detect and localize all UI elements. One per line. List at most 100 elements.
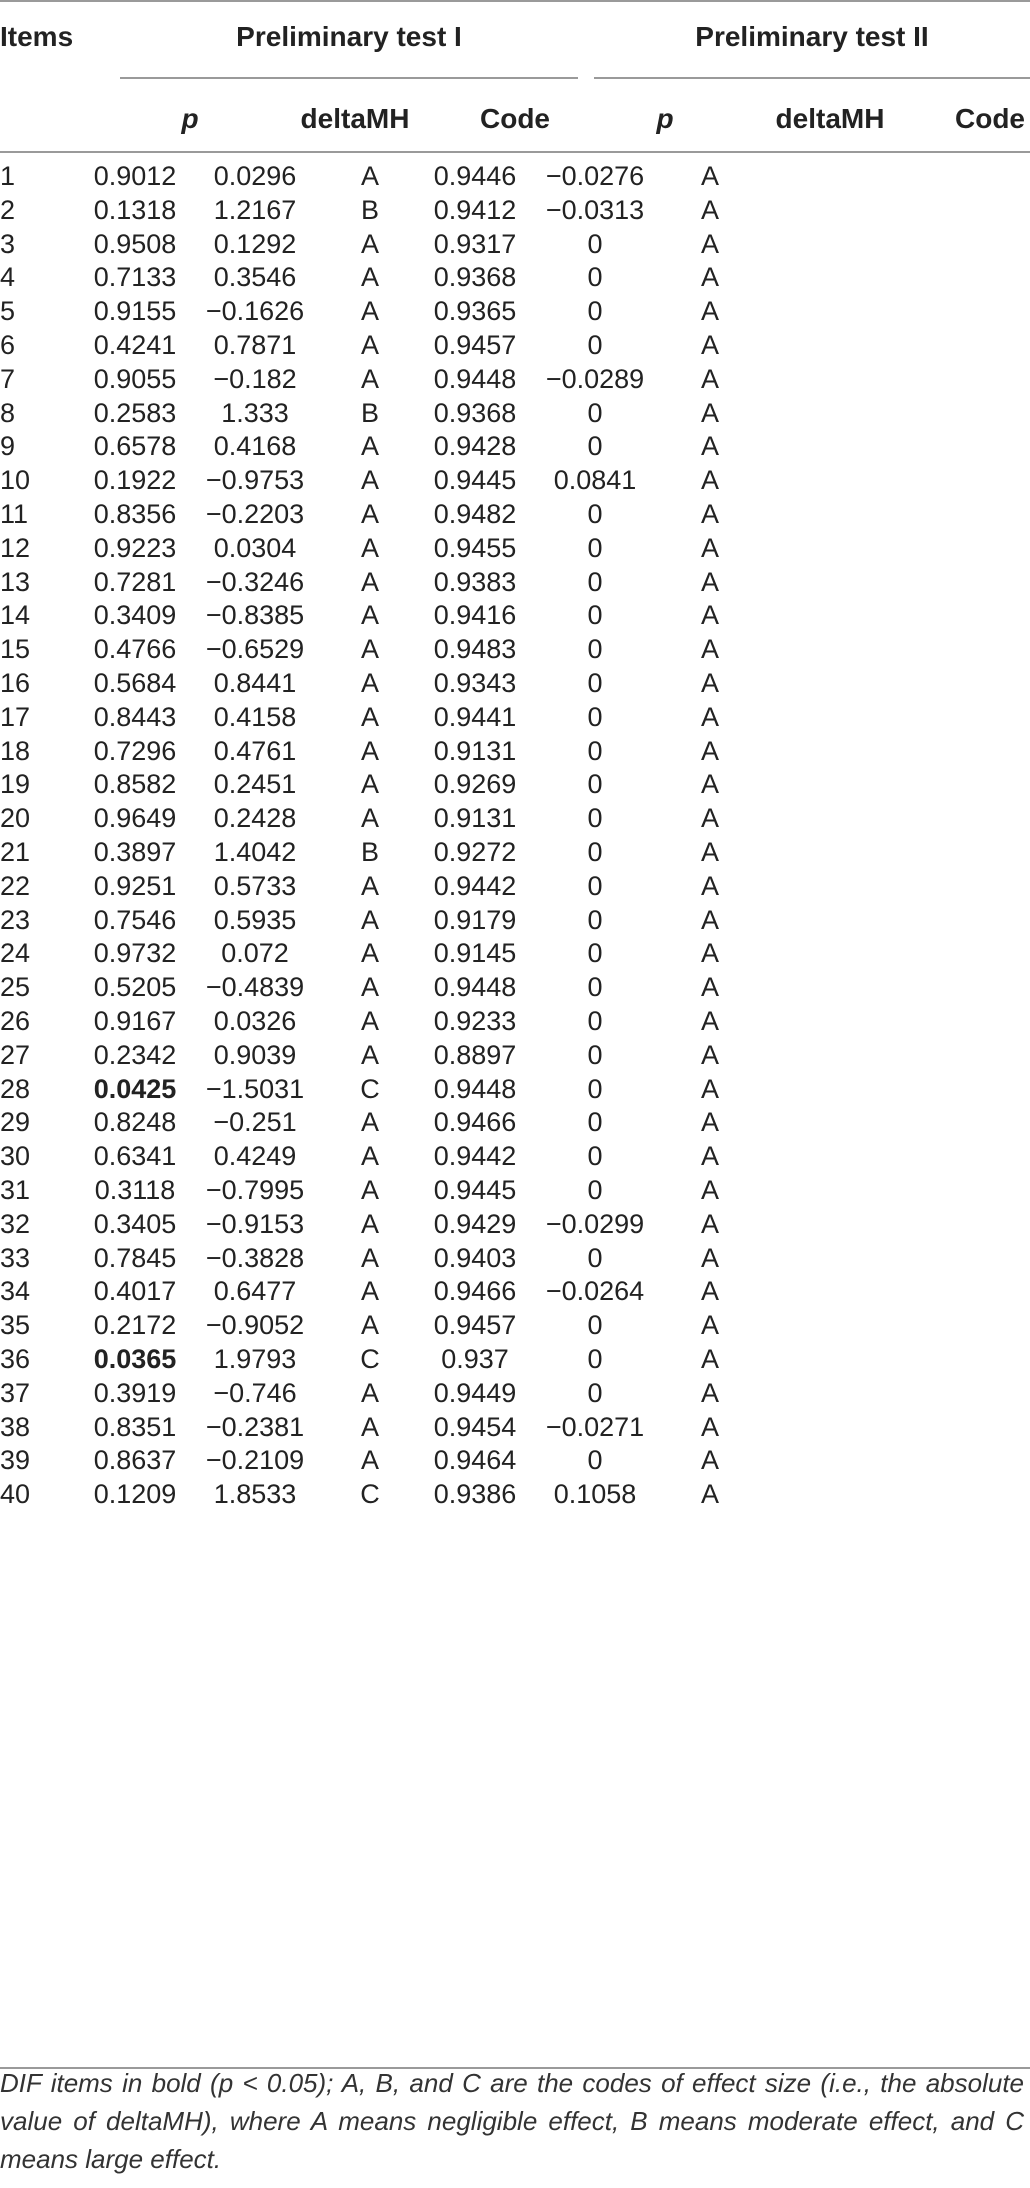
deltamh-cell-test1: −0.251	[213, 1107, 297, 1138]
p-cell-test1: 0.9167	[93, 1006, 177, 1036]
code-cell-test1: A	[360, 1276, 379, 1307]
code-cell-test2: A	[700, 1479, 719, 1510]
deltamh-cell-test1: −0.3828	[205, 1242, 305, 1273]
deltamh-cell-test2: 0	[587, 803, 603, 834]
p-cell-test1: 0.9732	[93, 938, 177, 969]
deltamh-cell-test1: −0.746	[213, 1377, 297, 1408]
code-cell-test2: A	[700, 1445, 719, 1476]
code-cell-test2: A	[700, 803, 719, 834]
code-cell-test2: A	[700, 1242, 719, 1273]
item-cell: 34	[0, 1276, 31, 1307]
code-cell-test1: A	[360, 1107, 379, 1138]
p-cell-test1: 0.9012	[93, 161, 177, 191]
deltamh-cell-test2: 0	[587, 296, 603, 327]
p-cell-test1: 0.2172	[93, 1310, 177, 1341]
header-rule	[0, 151, 1030, 153]
code-cell-test1: A	[360, 600, 379, 631]
item-cell: 9	[0, 431, 16, 462]
item-cell: 30	[0, 1141, 31, 1172]
item-cell: 4	[0, 262, 16, 293]
code-cell-test1: A	[360, 330, 379, 360]
code-cell-test1: A	[360, 1039, 379, 1070]
item-cell: 19	[0, 769, 31, 800]
p-cell-test1: 0.6341	[93, 1141, 177, 1172]
code-cell-test2: A	[700, 1411, 719, 1442]
p-cell-test1: 0.4241	[93, 330, 177, 360]
code-cell-test2: A	[700, 1039, 719, 1070]
p-cell-test1: 0.3118	[94, 1175, 176, 1205]
p-cell-test1: 0.4766	[93, 634, 177, 665]
item-cell: 1	[0, 161, 16, 191]
p-cell-test2: 0.9368	[433, 262, 517, 293]
deltamh-cell-test1: 1.333	[221, 397, 289, 428]
p-cell-test2: 0.9455	[433, 532, 517, 563]
deltamh-cell-test2: 0	[587, 1310, 603, 1341]
code-cell-test2: A	[700, 1276, 719, 1307]
code-cell-test1: A	[360, 161, 379, 191]
code-cell-test1: A	[360, 1377, 379, 1408]
code-header-1: Code	[480, 103, 550, 134]
code-cell-test1: B	[360, 397, 379, 428]
code-cell-test2: A	[700, 397, 719, 428]
group2-underline	[594, 77, 1030, 79]
p-cell-test2: 0.9464	[433, 1445, 517, 1476]
group2-header: Preliminary test II	[695, 21, 929, 52]
p-cell-test1: 0.8582	[93, 769, 177, 800]
p-cell-test2: 0.9269	[433, 769, 517, 800]
item-cell: 14	[0, 600, 31, 631]
p-cell-test1: 0.2583	[93, 397, 177, 428]
p-cell-test2: 0.9466	[433, 1276, 517, 1307]
item-cell: 22	[0, 870, 31, 901]
item-cell: 18	[0, 735, 31, 766]
p-cell-test1: 0.5684	[93, 668, 177, 698]
code-cell-test2: A	[700, 870, 719, 901]
code-cell-test1: A	[360, 532, 379, 563]
p-cell-test1: 0.1922	[93, 465, 177, 496]
p-cell-test1: 0.9055	[93, 363, 177, 394]
deltamh-cell-test2: 0	[587, 397, 603, 428]
p-cell-test2: 0.9445	[433, 465, 517, 496]
deltamh-cell-test2: −0.0276	[545, 161, 645, 191]
deltamh-cell-test2: 0	[587, 600, 603, 631]
deltamh-cell-test2: −0.0313	[545, 194, 645, 225]
item-cell: 7	[0, 363, 16, 394]
p-cell-test1: 0.7546	[93, 904, 177, 935]
code-cell-test1: A	[360, 803, 379, 834]
deltamh-cell-test1: 0.5733	[213, 870, 297, 901]
deltamh-cell-test2: 0	[587, 870, 603, 901]
code-cell-test1: A	[360, 1310, 379, 1341]
p-cell-test2: 0.9446	[433, 161, 517, 191]
item-cell: 27	[0, 1039, 31, 1070]
code-cell-test2: A	[700, 1310, 719, 1341]
p-cell-test2: 0.9441	[433, 701, 517, 732]
item-cell: 36	[0, 1344, 31, 1374]
code-cell-test1: A	[360, 1208, 379, 1239]
p-cell-test2: 0.9442	[433, 870, 517, 901]
deltamh-cell-test1: 0.2428	[213, 803, 297, 834]
p-cell-test2: 0.9412	[433, 194, 517, 225]
item-cell: 15	[0, 634, 31, 665]
deltamh-cell-test1: −0.2381	[205, 1411, 305, 1442]
deltamh-cell-test2: 0	[587, 431, 603, 462]
code-cell-test2: A	[700, 1073, 719, 1104]
code-cell-test2: A	[700, 1141, 719, 1172]
p-cell-test1: 0.7845	[93, 1242, 177, 1273]
deltamh-cell-test2: 0	[587, 532, 603, 563]
code-cell-test1: A	[360, 1242, 379, 1273]
deltamh-cell-test2: 0	[587, 1242, 603, 1273]
item-cell: 39	[0, 1445, 31, 1476]
deltamh-cell-test2: 0.0841	[553, 465, 637, 496]
deltamh-cell-test1: 0.0326	[213, 1006, 297, 1036]
item-cell: 5	[0, 296, 16, 327]
deltamh-cell-test1: 1.2167	[213, 194, 297, 225]
item-cell: 6	[0, 330, 16, 360]
deltamh-cell-test2: 0	[587, 1141, 603, 1172]
p-cell-test2: 0.9416	[433, 600, 517, 631]
code-cell-test1: A	[360, 972, 379, 1003]
code-cell-test2: A	[700, 600, 719, 631]
code-cell-test1: A	[360, 938, 379, 969]
item-cell: 29	[0, 1107, 31, 1138]
code-cell-test2: A	[700, 1377, 719, 1408]
deltamh-cell-test2: 0	[587, 735, 603, 766]
code-cell-test1: A	[360, 735, 379, 766]
